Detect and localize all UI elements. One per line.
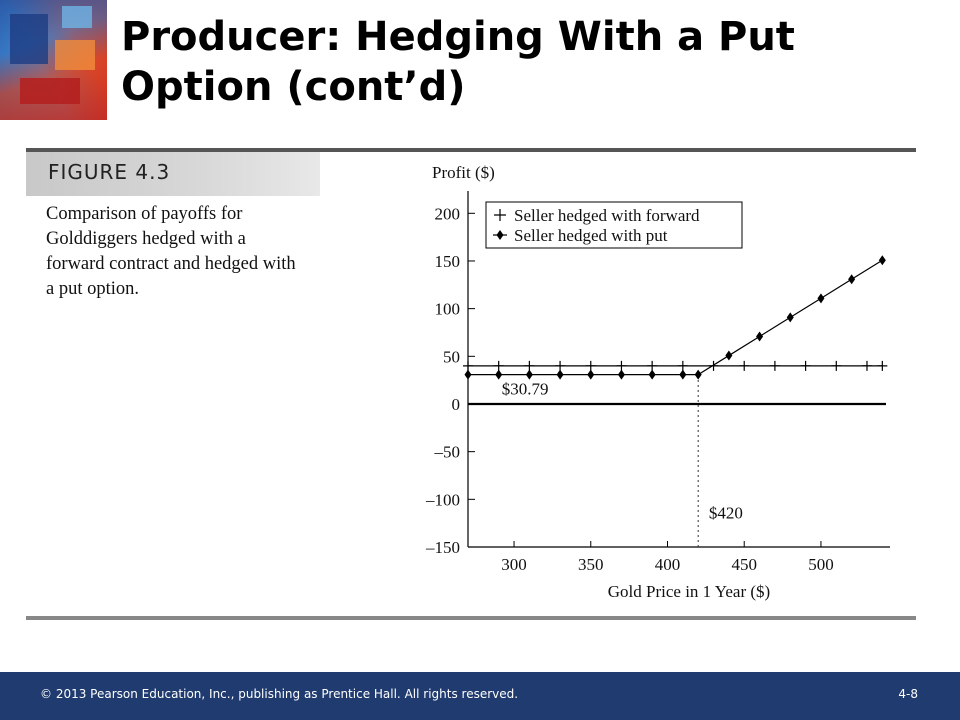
forward-point-marker	[877, 360, 888, 371]
forward-point-marker	[585, 360, 596, 371]
put-point-marker	[464, 369, 472, 380]
put-point-marker	[694, 369, 702, 380]
put-point-marker	[648, 369, 656, 380]
painting-shape	[20, 78, 80, 104]
y-tick-label: 200	[435, 204, 461, 223]
put-point-marker	[617, 369, 625, 380]
forward-point-marker	[861, 360, 872, 371]
x-tick-label: 400	[655, 555, 681, 574]
forward-point-marker	[555, 360, 566, 371]
legend-box	[485, 201, 743, 249]
painting-shape	[55, 40, 95, 70]
figure-label: FIGURE 4.3	[48, 160, 171, 184]
forward-point-marker	[708, 360, 719, 371]
legend-entry-label: Seller hedged with put	[514, 226, 668, 245]
legend-diamond-marker	[496, 230, 504, 240]
put-point-marker	[786, 312, 794, 323]
x-tick-label: 500	[808, 555, 834, 574]
x-tick-label: 300	[501, 555, 527, 574]
put-point-marker	[756, 331, 764, 342]
put-point-marker	[878, 255, 886, 266]
y-tick-label: 50	[443, 347, 460, 366]
footer-copyright: © 2013 Pearson Education, Inc., publishi…	[40, 687, 519, 701]
decorative-painting-image	[0, 0, 107, 120]
y-axis-title: Profit ($)	[432, 163, 495, 182]
x-axis-title: Gold Price in 1 Year ($)	[608, 582, 770, 601]
forward-point-marker	[677, 360, 688, 371]
annotation-label: $420	[709, 503, 743, 522]
forward-point-marker	[800, 360, 811, 371]
slide-title: Producer: Hedging With a Put Option (con…	[121, 14, 795, 110]
annotation-label: $30.79	[502, 380, 549, 399]
put-point-marker	[495, 369, 503, 380]
painting-shape	[10, 14, 48, 64]
x-tick-label: 350	[578, 555, 604, 574]
slide-number: 4-8	[898, 687, 918, 701]
figure-frame	[26, 148, 916, 620]
forward-point-marker	[524, 360, 535, 371]
figure-label-bar: FIGURE 4.3	[26, 152, 320, 196]
forward-point-marker	[739, 360, 750, 371]
y-tick-label: –100	[425, 490, 460, 509]
put-point-marker	[679, 369, 687, 380]
y-tick-label: 150	[435, 252, 461, 271]
forward-point-marker	[493, 360, 504, 371]
forward-point-marker	[463, 360, 473, 371]
x-tick-label: 450	[731, 555, 757, 574]
painting-shape	[62, 6, 92, 28]
legend-entry-label: Seller hedged with forward	[514, 206, 700, 225]
put-point-marker	[556, 369, 564, 380]
put-point-marker	[817, 293, 825, 304]
series-line-2	[468, 259, 883, 376]
forward-point-marker	[831, 360, 842, 371]
put-point-marker	[525, 369, 533, 380]
put-point-marker	[725, 350, 733, 361]
forward-point-marker	[616, 360, 627, 371]
y-tick-label: 0	[452, 395, 461, 414]
figure-caption: Comparison of payoffs for Golddiggers he…	[46, 204, 296, 299]
y-tick-label: 100	[435, 300, 461, 319]
legend-plus-marker	[494, 209, 506, 221]
y-tick-label: –150	[425, 538, 460, 557]
forward-point-marker	[647, 360, 658, 371]
put-point-marker	[848, 274, 856, 285]
forward-point-marker	[769, 360, 780, 371]
put-point-marker	[587, 369, 595, 380]
y-tick-label: –50	[434, 443, 461, 462]
footer-bar: © 2013 Pearson Education, Inc., publishi…	[0, 672, 960, 720]
